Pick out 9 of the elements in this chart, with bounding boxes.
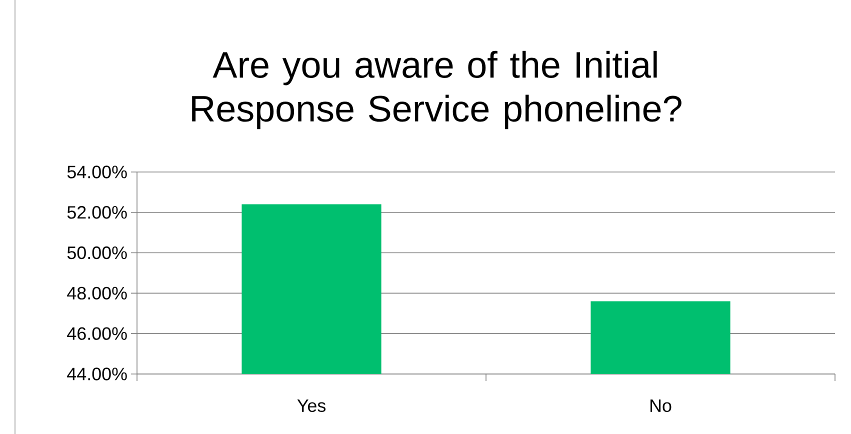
y-tick-label: 54.00%	[67, 166, 127, 178]
chart-title: Are you aware of the Initial Response Service phoneline?	[192, 50, 682, 130]
x-tick-label: No	[650, 400, 672, 412]
y-tick-label: 50.00%	[67, 246, 127, 260]
x-tick-label: Yes	[297, 400, 326, 412]
y-tick-label: 52.00%	[67, 206, 127, 219]
y-tick-label: 48.00%	[67, 286, 127, 300]
y-tick-label: 46.00%	[67, 327, 127, 340]
y-tick-label: 44.00%	[67, 368, 127, 380]
